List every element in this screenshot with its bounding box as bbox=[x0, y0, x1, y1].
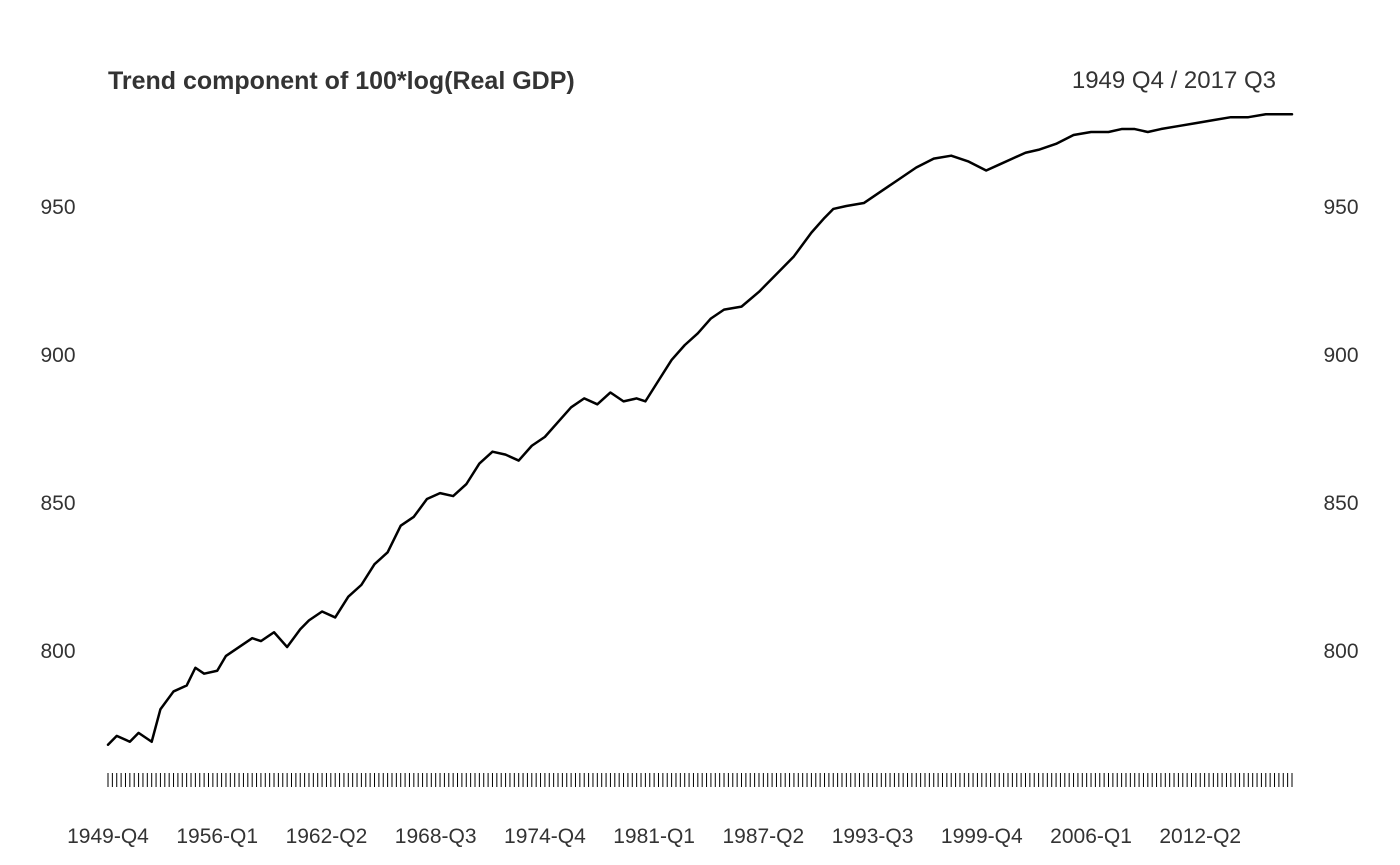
y-tick-label-right: 800 bbox=[1323, 640, 1358, 663]
x-tick-label: 2006-Q1 bbox=[1050, 825, 1132, 848]
x-tick-label: 1956-Q1 bbox=[176, 825, 258, 848]
y-tick-label-right: 950 bbox=[1323, 196, 1358, 219]
x-tick-label: 1962-Q2 bbox=[286, 825, 368, 848]
x-tick-label: 1949-Q4 bbox=[67, 825, 149, 848]
x-axis-tick-labels: 1949-Q4 1956-Q1 1962-Q2 1968-Q3 1974-Q4 1981-… bbox=[67, 825, 1241, 848]
right-y-axis: 800 850 900 950 bbox=[1323, 196, 1358, 663]
x-tick-label: 1993-Q3 bbox=[832, 825, 914, 848]
date-range-label: 1949 Q4 / 2017 Q3 bbox=[1072, 67, 1276, 94]
y-tick-label-right: 850 bbox=[1323, 492, 1358, 515]
y-tick-label-right: 900 bbox=[1323, 344, 1358, 367]
x-tick-marks bbox=[107, 773, 1293, 787]
x-axis-minor-ticks bbox=[107, 773, 1293, 787]
x-tick-label: 1999-Q4 bbox=[941, 825, 1023, 848]
x-tick-label: 2012-Q2 bbox=[1159, 825, 1241, 848]
y-tick-label-left: 850 bbox=[40, 492, 75, 515]
y-tick-label-left: 900 bbox=[40, 344, 75, 367]
trend-series-line bbox=[106, 112, 1294, 746]
y-tick-label-left: 800 bbox=[40, 640, 75, 663]
x-tick-label: 1987-Q2 bbox=[722, 825, 804, 848]
left-y-axis: 800 850 900 950 bbox=[40, 196, 75, 663]
y-tick-label-left: 950 bbox=[40, 196, 75, 219]
x-tick-label: 1968-Q3 bbox=[395, 825, 477, 848]
x-tick-label: 1981-Q1 bbox=[613, 825, 695, 848]
chart-title: Trend component of 100*log(Real GDP) bbox=[108, 67, 575, 95]
x-tick-label: 1974-Q4 bbox=[504, 825, 586, 848]
